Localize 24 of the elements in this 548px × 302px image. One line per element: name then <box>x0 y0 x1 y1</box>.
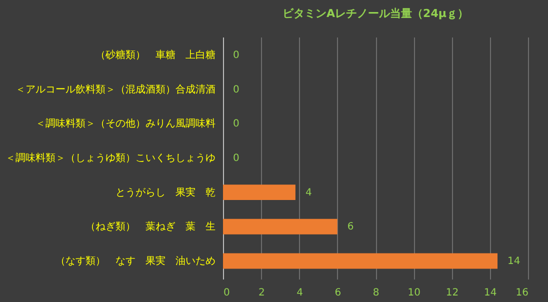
x-tick-label: 12 <box>446 288 459 298</box>
y-tick-label: （ねぎ類） 葉ねぎ 葉 生 <box>86 220 216 233</box>
data-label: 14 <box>508 256 520 267</box>
data-label: 4 <box>305 187 312 198</box>
x-tick-label: 10 <box>408 288 420 298</box>
x-tick-label: 8 <box>372 288 380 298</box>
chart-title: ビタミンAレチノール当量（24μｇ） <box>282 7 468 20</box>
y-tick-label: ＜調味料類＞（その他）みりん風調味料 <box>36 118 216 130</box>
x-tick-label: 16 <box>516 288 528 298</box>
x-tick-label: 0 <box>224 288 230 298</box>
y-tick-label: （砂糖類） 車糖 上白糖 <box>96 49 216 62</box>
x-tick-label: 14 <box>484 288 497 298</box>
data-label: 0 <box>233 153 240 164</box>
data-label: 0 <box>233 50 240 62</box>
x-tick-label: 2 <box>258 288 265 298</box>
y-tick-label: ＜アルコール飲料類＞（混成酒類）合成清酒 <box>16 83 216 96</box>
data-label: 0 <box>233 118 240 130</box>
data-label: 0 <box>233 84 240 96</box>
x-tick-label: 4 <box>296 288 303 298</box>
y-tick-label: （なす類） なす 果実 油いため <box>56 254 216 267</box>
y-tick-label: とうがらし 果実 乾 <box>116 186 216 198</box>
data-label: 6 <box>347 222 354 233</box>
y-tick-label: ＜調味料類＞（しょうゆ類）こいくちしょうゆ <box>6 152 216 164</box>
x-tick-label: 6 <box>334 288 342 298</box>
